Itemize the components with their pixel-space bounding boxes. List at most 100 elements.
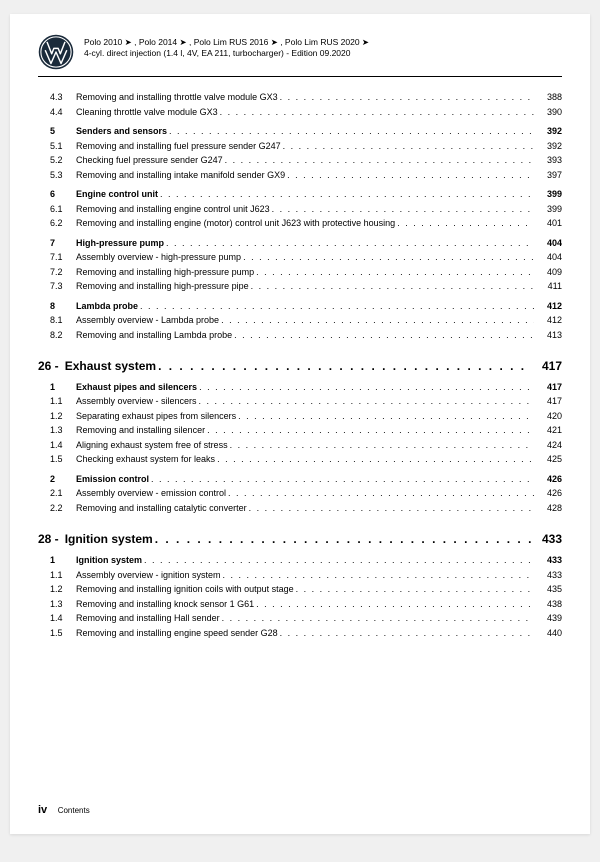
toc-entry-number: 5.3: [38, 169, 76, 183]
toc-entry-title: Removing and installing ignition coils w…: [76, 583, 296, 597]
toc-row: 1.3Removing and installing knock sensor …: [38, 598, 562, 612]
leader-dots: . . . . . . . . . . . . . . . . . . . . …: [160, 188, 534, 202]
toc-entry-page: 433: [534, 569, 562, 583]
toc-entry-title: Removing and installing engine control u…: [76, 203, 272, 217]
toc-entry-title: Removing and installing throttle valve m…: [76, 91, 280, 105]
leader-dots: . . . . . . . . . . . . . . . . . . . . …: [243, 251, 534, 265]
chapter-title: Ignition system: [65, 531, 155, 548]
footer-label: Contents: [50, 806, 90, 815]
toc-entry-page: 393: [534, 154, 562, 168]
toc-entry-number: 1.1: [38, 395, 76, 409]
toc-entry-title: Lambda probe: [76, 300, 140, 314]
toc-entry-page: 401: [534, 217, 562, 231]
toc-entry-page: 428: [534, 502, 562, 516]
leader-dots: . . . . . . . . . . . . . . . . . . . . …: [230, 439, 534, 453]
toc-row: 1Exhaust pipes and silencers. . . . . . …: [38, 381, 562, 395]
toc-entry-number: 7.1: [38, 251, 76, 265]
toc-entry-title: Removing and installing knock sensor 1 G…: [76, 598, 256, 612]
toc-entry-number: 1.2: [38, 583, 76, 597]
toc-row: 6.2Removing and installing engine (motor…: [38, 217, 562, 231]
toc-entry-title: Removing and installing Hall sender: [76, 612, 222, 626]
toc-entry-page: 388: [534, 91, 562, 105]
leader-dots: . . . . . . . . . . . . . . . . . . . . …: [234, 329, 534, 343]
leader-dots: . . . . . . . . . . . . . . . . . . . . …: [251, 280, 534, 294]
toc-entry-page: 397: [534, 169, 562, 183]
toc-entry-number: 5: [38, 125, 76, 139]
toc-entry-page: 421: [534, 424, 562, 438]
chapter-heading: 28 -Ignition system. . . . . . . . . . .…: [38, 531, 562, 548]
leader-dots: . . . . . . . . . . . . . . . . . . . . …: [249, 502, 534, 516]
leader-dots: . . . . . . . . . . . . . . . . . . . . …: [287, 169, 534, 183]
leader-dots: . . . . . . . . . . . . . . . . . . . . …: [169, 125, 534, 139]
toc-row: 7.2Removing and installing high-pressure…: [38, 266, 562, 280]
toc-entry-title: Cleaning throttle valve module GX3: [76, 106, 220, 120]
toc-entry-number: 5.2: [38, 154, 76, 168]
toc-row: 1.3Removing and installing silencer. . .…: [38, 424, 562, 438]
toc-group: 2Emission control. . . . . . . . . . . .…: [38, 473, 562, 516]
toc-entry-page: 439: [534, 612, 562, 626]
chapter-page-number: 433: [532, 531, 562, 548]
toc-entry-title: Checking exhaust system for leaks: [76, 453, 217, 467]
toc-entry-number: 4.3: [38, 91, 76, 105]
leader-dots: . . . . . . . . . . . . . . . . . . . . …: [199, 395, 534, 409]
toc-entry-number: 6: [38, 188, 76, 202]
page-header: Polo 2010 ➤ , Polo 2014 ➤ , Polo Lim RUS…: [38, 34, 562, 70]
leader-dots: . . . . . . . . . . . . . . . . . . . . …: [225, 154, 534, 168]
toc-entry-title: High-pressure pump: [76, 237, 166, 251]
toc-entry-title: Assembly overview - high-pressure pump: [76, 251, 243, 265]
toc-entry-title: Ignition system: [76, 554, 144, 568]
toc-entry-title: Removing and installing Lambda probe: [76, 329, 234, 343]
toc-entry-number: 1.5: [38, 627, 76, 641]
toc-entry-page: 417: [534, 395, 562, 409]
toc-row: 5Senders and sensors. . . . . . . . . . …: [38, 125, 562, 139]
toc-row: 2Emission control. . . . . . . . . . . .…: [38, 473, 562, 487]
toc-group: 8Lambda probe. . . . . . . . . . . . . .…: [38, 300, 562, 343]
toc-row: 1Ignition system. . . . . . . . . . . . …: [38, 554, 562, 568]
toc-entry-number: 1.3: [38, 598, 76, 612]
toc-row: 1.2Removing and installing ignition coil…: [38, 583, 562, 597]
toc-row: 4.4Cleaning throttle valve module GX3. .…: [38, 106, 562, 120]
toc-entry-page: 412: [534, 314, 562, 328]
toc-entry-title: Assembly overview - emission control: [76, 487, 228, 501]
toc-entry-number: 1.1: [38, 569, 76, 583]
toc-entry-page: 440: [534, 627, 562, 641]
toc-entry-number: 8.2: [38, 329, 76, 343]
toc-row: 5.1Removing and installing fuel pressure…: [38, 140, 562, 154]
leader-dots: . . . . . . . . . . . . . . . . . . . . …: [144, 554, 534, 568]
toc-entry-page: 426: [534, 473, 562, 487]
toc-entry-page: 404: [534, 251, 562, 265]
footer-page-number: iv: [38, 804, 47, 816]
toc-entry-title: Removing and installing silencer: [76, 424, 207, 438]
leader-dots: . . . . . . . . . . . . . . . . . . . . …: [280, 91, 534, 105]
toc-entry-page: 426: [534, 487, 562, 501]
toc-group: 1Ignition system. . . . . . . . . . . . …: [38, 554, 562, 640]
toc-row: 2.1Assembly overview - emission control.…: [38, 487, 562, 501]
toc-entry-number: 4.4: [38, 106, 76, 120]
chapter-number: 28 -: [38, 531, 65, 548]
chapter-heading: 26 -Exhaust system. . . . . . . . . . . …: [38, 358, 562, 375]
toc-entry-number: 1.3: [38, 424, 76, 438]
toc-entry-page: 392: [534, 125, 562, 139]
toc-entry-title: Removing and installing engine speed sen…: [76, 627, 280, 641]
leader-dots: . . . . . . . . . . . . . . . . . . . . …: [220, 106, 534, 120]
toc-entry-title: Checking fuel pressure sender G247: [76, 154, 225, 168]
leader-dots: . . . . . . . . . . . . . . . . . . . . …: [166, 237, 534, 251]
toc-entry-number: 6.2: [38, 217, 76, 231]
chapter-title: Exhaust system: [65, 358, 158, 375]
toc-row: 8.1Assembly overview - Lambda probe. . .…: [38, 314, 562, 328]
toc-entry-number: 1.4: [38, 439, 76, 453]
toc-entry-page: 438: [534, 598, 562, 612]
vw-logo: [38, 34, 74, 70]
page-footer: iv Contents: [38, 804, 90, 816]
toc-entry-number: 6.1: [38, 203, 76, 217]
toc-entry-number: 2: [38, 473, 76, 487]
leader-dots: . . . . . . . . . . . . . . . . . . . . …: [223, 569, 534, 583]
leader-dots: . . . . . . . . . . . . . . . . . . . . …: [283, 140, 534, 154]
toc-row: 5.3Removing and installing intake manifo…: [38, 169, 562, 183]
toc-group: 6Engine control unit. . . . . . . . . . …: [38, 188, 562, 231]
toc-entry-page: 417: [534, 381, 562, 395]
toc-entry-number: 8.1: [38, 314, 76, 328]
toc-row: 8.2Removing and installing Lambda probe.…: [38, 329, 562, 343]
toc-entry-title: Removing and installing catalytic conver…: [76, 502, 249, 516]
toc-entry-number: 1: [38, 554, 76, 568]
